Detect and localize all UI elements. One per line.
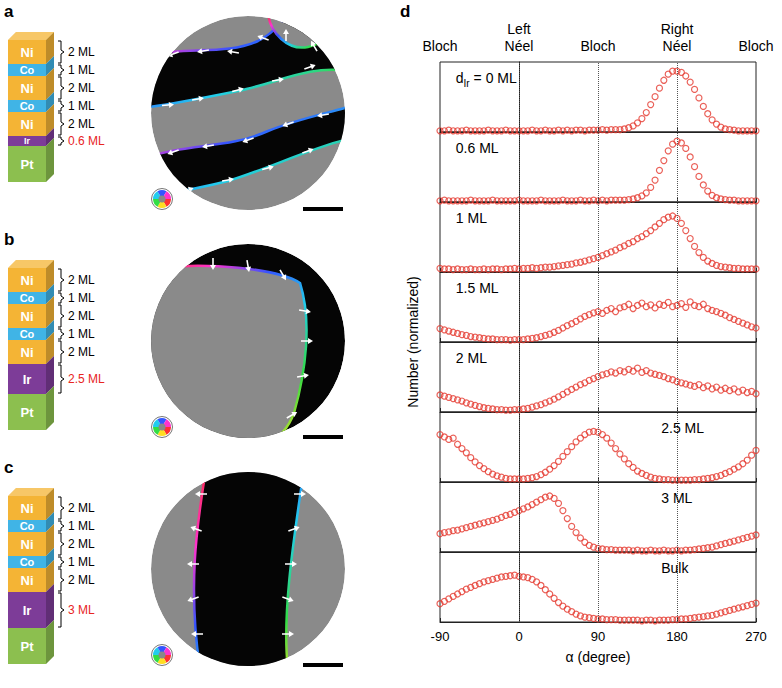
svg-text:2 ML: 2 ML <box>68 45 95 59</box>
svg-text:2 ML: 2 ML <box>68 573 95 587</box>
svg-text:1 ML: 1 ML <box>68 291 95 305</box>
svg-text:α (degree): α (degree) <box>566 649 631 665</box>
svg-text:3 ML: 3 ML <box>68 603 95 617</box>
svg-text:270: 270 <box>745 629 767 644</box>
svg-text:Ni: Ni <box>21 537 34 552</box>
svg-text:c: c <box>4 458 13 477</box>
svg-text:3 ML: 3 ML <box>661 490 692 506</box>
svg-text:Néel: Néel <box>505 38 534 54</box>
svg-text:Néel: Néel <box>663 38 692 54</box>
svg-text:2 ML: 2 ML <box>68 273 95 287</box>
svg-text:2 ML: 2 ML <box>68 345 95 359</box>
svg-text:2 ML: 2 ML <box>68 309 95 323</box>
svg-text:2 ML: 2 ML <box>68 537 95 551</box>
svg-text:Ir: Ir <box>23 603 32 618</box>
svg-text:Ir: Ir <box>23 372 32 387</box>
svg-text:Co: Co <box>20 520 35 532</box>
svg-text:Ir: Ir <box>24 136 31 146</box>
svg-text:2 ML: 2 ML <box>456 350 487 366</box>
svg-text:d: d <box>400 2 410 21</box>
svg-text:1 ML: 1 ML <box>456 210 487 226</box>
svg-text:Co: Co <box>20 556 35 568</box>
svg-text:Number (normalized): Number (normalized) <box>405 276 421 407</box>
svg-text:2 ML: 2 ML <box>68 117 95 131</box>
svg-text:Co: Co <box>20 292 35 304</box>
svg-text:Pt: Pt <box>21 157 35 172</box>
svg-text:2.5 ML: 2.5 ML <box>68 372 105 386</box>
svg-text:Co: Co <box>20 328 35 340</box>
svg-text:b: b <box>4 230 14 249</box>
svg-text:Bloch: Bloch <box>738 38 773 54</box>
svg-text:Pt: Pt <box>21 639 35 654</box>
svg-text:1 ML: 1 ML <box>68 327 95 341</box>
svg-text:Ni: Ni <box>21 345 34 360</box>
svg-text:1.5 ML: 1.5 ML <box>456 280 499 296</box>
svg-text:Bloch: Bloch <box>580 38 615 54</box>
svg-text:Ni: Ni <box>21 501 34 516</box>
svg-text:d: d <box>456 70 464 86</box>
svg-text:1 ML: 1 ML <box>68 99 95 113</box>
svg-text:Ir: Ir <box>463 77 470 89</box>
svg-text:Ni: Ni <box>21 117 34 132</box>
svg-text:Ni: Ni <box>21 273 34 288</box>
svg-text:Co: Co <box>20 100 35 112</box>
svg-text:1 ML: 1 ML <box>68 519 95 533</box>
svg-text:Bloch: Bloch <box>422 38 457 54</box>
svg-text:Ni: Ni <box>21 309 34 324</box>
svg-text:= 0 ML: = 0 ML <box>470 70 517 86</box>
svg-text:Pt: Pt <box>21 405 35 420</box>
svg-text:Ni: Ni <box>21 573 34 588</box>
svg-text:1 ML: 1 ML <box>68 555 95 569</box>
svg-text:Right: Right <box>661 21 694 37</box>
svg-text:0.6 ML: 0.6 ML <box>456 140 499 156</box>
svg-text:Bulk: Bulk <box>661 560 689 576</box>
svg-text:180: 180 <box>666 629 688 644</box>
svg-text:90: 90 <box>591 629 605 644</box>
svg-text:Left: Left <box>507 21 530 37</box>
svg-text:2.5 ML: 2.5 ML <box>661 420 704 436</box>
svg-text:a: a <box>4 2 14 21</box>
svg-text:Ni: Ni <box>21 45 34 60</box>
svg-text:0: 0 <box>515 629 522 644</box>
svg-text:2 ML: 2 ML <box>68 81 95 95</box>
svg-text:-90: -90 <box>431 629 450 644</box>
svg-text:0.6 ML: 0.6 ML <box>68 134 105 148</box>
svg-text:2 ML: 2 ML <box>68 501 95 515</box>
svg-text:Ni: Ni <box>21 81 34 96</box>
svg-text:Co: Co <box>20 64 35 76</box>
svg-text:1 ML: 1 ML <box>68 63 95 77</box>
